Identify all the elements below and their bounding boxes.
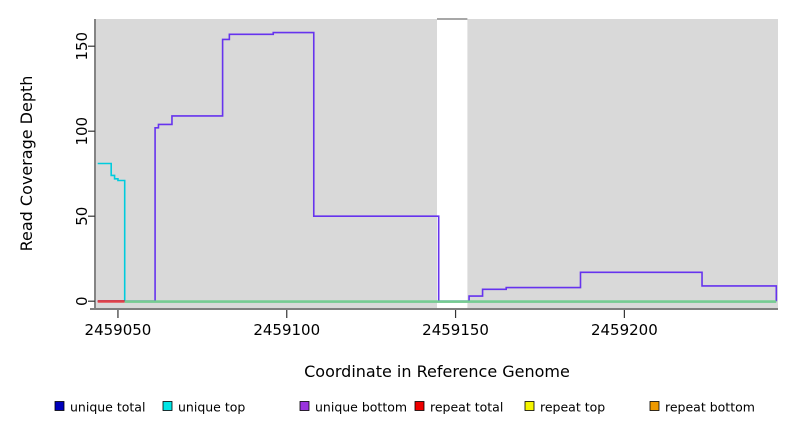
legend-item-repeat-bottom: repeat bottom (649, 400, 755, 415)
legend-label: unique total (70, 400, 145, 415)
legend-item-repeat-top: repeat top (524, 400, 605, 415)
legend-item-repeat-total: repeat total (414, 400, 503, 415)
series-line-unique-bottom (97, 31, 778, 302)
legend-item-unique-top: unique top (162, 400, 245, 415)
x-tick-label: 2459200 (591, 321, 658, 339)
legend-label: repeat bottom (665, 400, 755, 415)
x-tick-label: 2459100 (253, 321, 320, 339)
legend-swatch (54, 401, 65, 411)
legend-label: repeat top (540, 400, 605, 415)
legend-swatch (299, 401, 310, 411)
y-tick-label: 50 (73, 207, 91, 226)
y-tick-label: 150 (73, 32, 91, 61)
plot-background-left (96, 19, 437, 308)
legend-label: unique top (178, 400, 245, 415)
legend-swatch (524, 401, 535, 411)
x-tick-label: 2459150 (422, 321, 489, 339)
legend-swatch (649, 401, 660, 411)
legend-item-unique-total: unique total (54, 400, 145, 415)
y-tick-label: 100 (73, 117, 91, 146)
x-tick-label: 2459050 (85, 321, 152, 339)
legend-label: repeat total (430, 400, 503, 415)
legend-swatch (414, 401, 425, 411)
legend-label: unique bottom (315, 400, 407, 415)
y-tick-label: 0 (73, 296, 91, 306)
y-axis-title: Read Coverage Depth (17, 76, 36, 252)
legend-swatch (162, 401, 173, 411)
series-line-unique-top (97, 162, 126, 302)
legend-item-unique-bottom: unique bottom (299, 400, 407, 415)
x-axis-title: Coordinate in Reference Genome (304, 362, 570, 381)
plot-background-right (467, 19, 778, 308)
